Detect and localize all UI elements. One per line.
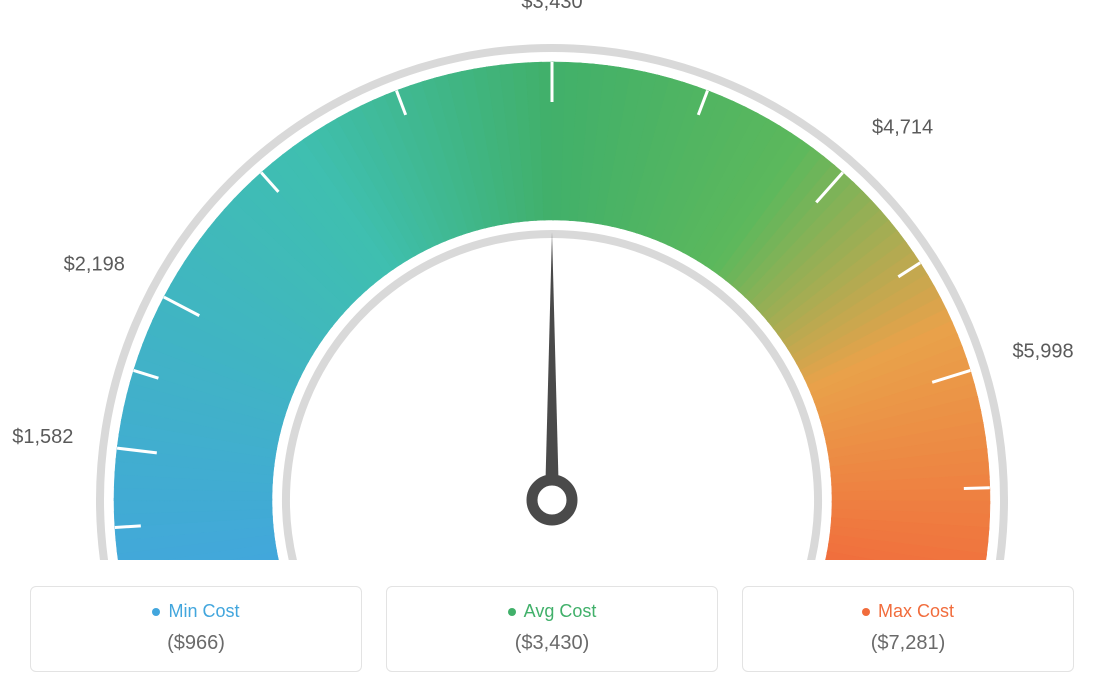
legend-label-row: Max Cost (753, 601, 1063, 622)
legend-card: Min Cost ($966) (30, 586, 362, 672)
gauge-area: $966$1,582$2,198$3,430$4,714$5,998$7,281 (0, 0, 1104, 560)
gauge-scale-label: $5,998 (1012, 340, 1073, 362)
gauge-svg: $966$1,582$2,198$3,430$4,714$5,998$7,281 (0, 0, 1104, 560)
gauge-scale-label: $2,198 (64, 254, 125, 276)
legend-label-row: Avg Cost (397, 601, 707, 622)
legend-label-row: Min Cost (41, 601, 351, 622)
legend-label: Avg Cost (524, 601, 597, 622)
gauge-needle-hub (532, 480, 572, 520)
gauge-needle (545, 232, 559, 500)
gauge-scale-label: $1,582 (12, 426, 73, 448)
legend-value: ($966) (41, 632, 351, 655)
gauge-tick (115, 526, 141, 528)
legend-value: ($3,430) (397, 632, 707, 655)
legend-dot (152, 608, 160, 616)
legend-label: Min Cost (168, 601, 239, 622)
legend-row: Min Cost ($966) Avg Cost ($3,430) Max Cost ($… (0, 586, 1104, 672)
gauge-scale-label: $4,714 (872, 117, 933, 139)
legend-card: Avg Cost ($3,430) (386, 586, 718, 672)
chart-container: $966$1,582$2,198$3,430$4,714$5,998$7,281… (0, 0, 1104, 690)
legend-value: ($7,281) (753, 632, 1063, 655)
legend-dot (862, 608, 870, 616)
gauge-scale-label: $3,430 (521, 0, 582, 13)
gauge-tick (964, 488, 990, 489)
legend-label: Max Cost (878, 601, 954, 622)
legend-dot (508, 608, 516, 616)
legend-card: Max Cost ($7,281) (742, 586, 1074, 672)
